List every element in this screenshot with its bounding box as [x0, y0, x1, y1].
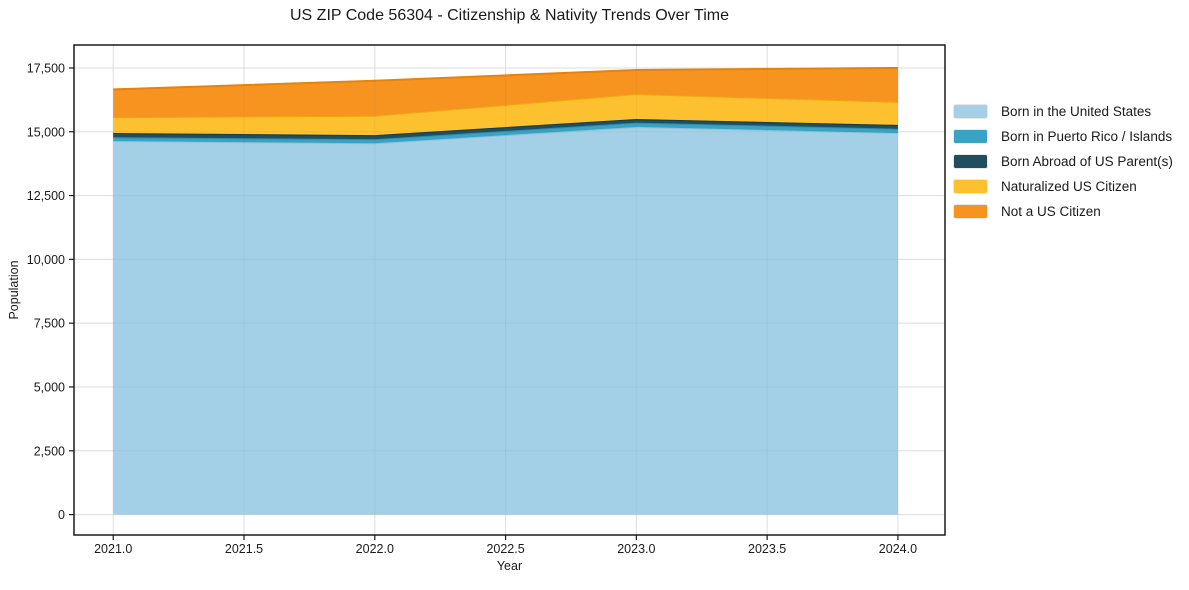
- y-tick-label: 12,500: [27, 189, 65, 203]
- legend-item: Born Abroad of US Parent(s): [953, 154, 1173, 169]
- legend: Born in the United States Born in Puerto…: [953, 104, 1173, 219]
- legend-label: Born in Puerto Rico / Islands: [1001, 129, 1173, 144]
- area-series-2: [113, 119, 898, 140]
- legend-label: Not a US Citizen: [1001, 204, 1101, 219]
- x-tick-label: 2021.0: [94, 542, 132, 556]
- y-tick-label: 10,000: [27, 253, 65, 267]
- area-series-3: [113, 94, 898, 136]
- legend-swatch-naturalized: [953, 179, 988, 194]
- y-tick-label: 17,500: [27, 61, 65, 75]
- legend-item: Not a US Citizen: [953, 204, 1173, 219]
- y-axis-label: Population: [7, 260, 21, 320]
- plot-spines: [73, 44, 946, 536]
- legend-label: Naturalized US Citizen: [1001, 179, 1137, 194]
- x-axis-label: Year: [496, 559, 523, 573]
- area-edge-4: [113, 66, 898, 91]
- legend-label: Born Abroad of US Parent(s): [1001, 154, 1173, 169]
- legend-swatch-born-abroad: [953, 154, 988, 169]
- area-series-1: [113, 122, 898, 144]
- y-tick-label: 15,000: [27, 125, 65, 139]
- grid-overlay: [74, 45, 945, 535]
- x-tick-label: 2023.0: [617, 542, 655, 556]
- legend-label: Born in the United States: [1001, 104, 1152, 119]
- x-tick-label: 2022.0: [356, 542, 394, 556]
- x-tick-label: 2024.0: [879, 542, 917, 556]
- tick-layer: 0 2,500 5,000 7,500 10,000 12,500 15,000 17,500…: [27, 61, 917, 556]
- y-tick-label: 0: [58, 508, 65, 522]
- area-series-4: [113, 67, 898, 118]
- y-tick-label: 2,500: [34, 444, 65, 458]
- legend-swatch-not-citizen: [953, 204, 988, 219]
- legend-item: Naturalized US Citizen: [953, 179, 1173, 194]
- legend-swatch-puerto-rico: [953, 129, 988, 144]
- y-tick-label: 7,500: [34, 317, 65, 331]
- x-tick-label: 2022.5: [486, 542, 524, 556]
- legend-item: Born in Puerto Rico / Islands: [953, 129, 1173, 144]
- y-tick-label: 5,000: [34, 380, 65, 394]
- legend-swatch-born-us: [953, 104, 988, 119]
- page-title: US ZIP Code 56304 - Citizenship & Nativi…: [290, 7, 729, 24]
- area-series-0: [113, 126, 898, 515]
- x-tick-label: 2021.5: [225, 542, 263, 556]
- legend-item: Born in the United States: [953, 104, 1173, 119]
- area-series-layer: [113, 66, 898, 515]
- x-tick-label: 2023.5: [748, 542, 786, 556]
